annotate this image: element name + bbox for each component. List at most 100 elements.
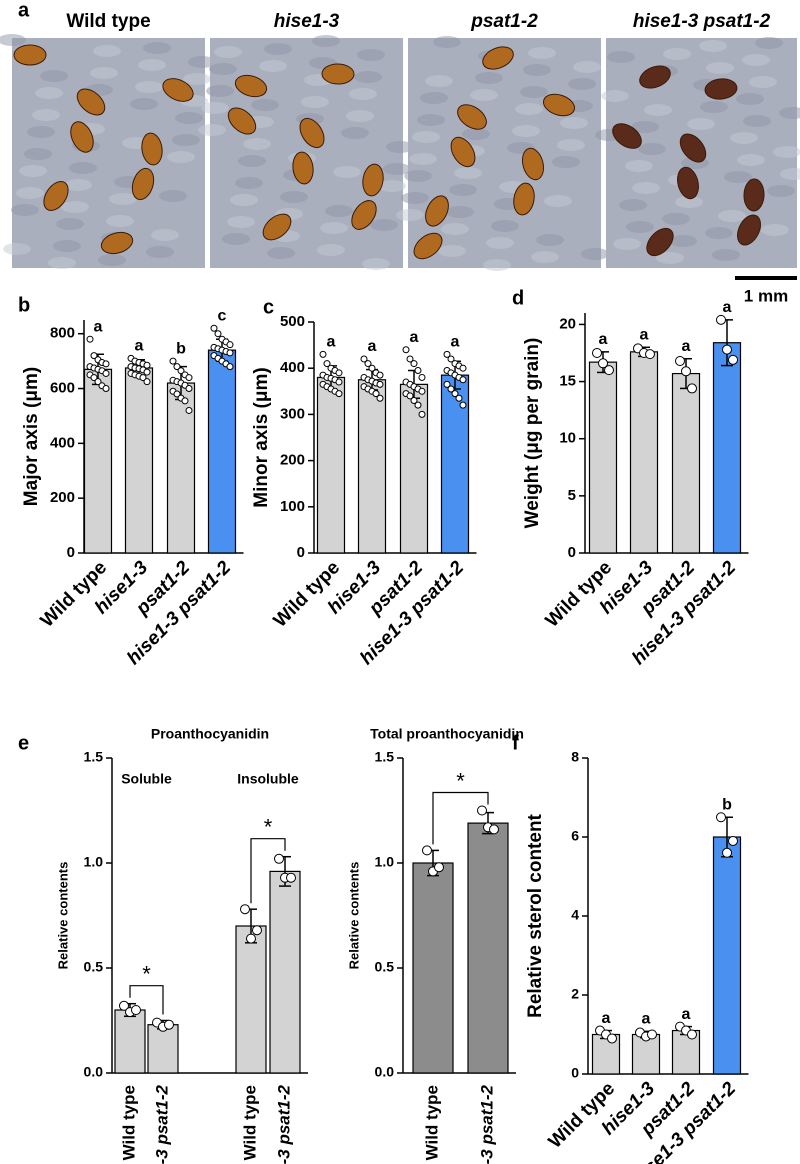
data-point xyxy=(418,373,426,381)
photo-texture xyxy=(613,238,641,250)
data-point xyxy=(645,349,655,360)
panel-label: b xyxy=(18,294,30,316)
photo-texture xyxy=(198,124,226,136)
photo-texture xyxy=(61,201,89,213)
photo-texture xyxy=(333,166,361,178)
y-tick-label: 10 xyxy=(559,430,576,447)
significance-letter: a xyxy=(410,329,419,346)
photo-texture xyxy=(699,40,727,52)
photo-texture xyxy=(320,222,348,234)
photo-texture xyxy=(544,195,572,207)
data-point xyxy=(451,390,459,398)
data-point xyxy=(402,346,410,354)
data-point xyxy=(210,324,218,332)
significance-star: * xyxy=(264,815,273,840)
photo-texture xyxy=(491,220,519,232)
data-point xyxy=(687,1029,697,1040)
photo-texture xyxy=(736,93,764,105)
y-tick-label: 0.5 xyxy=(375,959,395,975)
photo-texture xyxy=(109,193,137,205)
bar xyxy=(83,368,113,554)
photo-texture xyxy=(19,165,47,177)
x-tick-label: Wild type xyxy=(119,1085,138,1160)
data-point xyxy=(185,374,193,382)
chart-title: Proanthocyanidin xyxy=(151,726,269,742)
significance-letter: a xyxy=(451,334,460,351)
bar xyxy=(124,367,154,554)
y-tick-label: 1.0 xyxy=(84,854,104,870)
data-point xyxy=(443,380,451,388)
photo-texture xyxy=(401,192,429,204)
significance-bracket xyxy=(432,791,489,845)
y-tick-label: 2 xyxy=(571,986,579,1002)
photo-texture xyxy=(675,196,703,208)
data-point xyxy=(335,369,343,377)
photo-texture xyxy=(705,227,733,239)
photo-texture xyxy=(552,156,580,168)
bar xyxy=(357,379,387,554)
data-point xyxy=(335,390,343,398)
photo-texture xyxy=(238,155,266,167)
x-tick-label: hise1-3 psat1-2 xyxy=(477,1084,496,1164)
photo-texture xyxy=(230,194,258,206)
data-point xyxy=(185,385,193,393)
photo-texture xyxy=(441,223,469,235)
photo-texture xyxy=(64,179,92,191)
grain xyxy=(704,78,738,100)
photo-texture xyxy=(188,56,216,68)
y-tick-label: 5 xyxy=(568,487,576,504)
photo-texture xyxy=(446,206,474,218)
photo-texture xyxy=(536,234,564,246)
photo-texture xyxy=(317,244,345,256)
photo-texture xyxy=(24,148,52,160)
photo-texture xyxy=(737,154,765,166)
data-point xyxy=(716,314,726,325)
bar xyxy=(207,349,237,554)
photo-texture xyxy=(143,42,171,54)
y-tick-label: 200 xyxy=(50,489,75,506)
photo-texture xyxy=(712,249,740,261)
photo-texture xyxy=(462,128,490,140)
data-point xyxy=(447,355,455,363)
data-point xyxy=(226,341,234,349)
grain xyxy=(321,63,355,85)
significance-letter: a xyxy=(642,1011,651,1028)
photo-texture xyxy=(438,245,466,257)
grain xyxy=(450,136,476,168)
data-point xyxy=(90,352,98,360)
y-tick-label: 4 xyxy=(571,907,579,923)
photo-texture xyxy=(449,184,477,196)
photo-texture xyxy=(227,216,255,228)
y-tick-label: 0.0 xyxy=(84,1064,104,1080)
grain xyxy=(299,117,325,149)
photo-texture xyxy=(404,170,432,182)
photo-texture xyxy=(325,205,353,217)
photo-texture xyxy=(11,204,39,216)
photo-texture xyxy=(632,182,660,194)
y-tick-label: 1.0 xyxy=(375,854,395,870)
grain xyxy=(482,46,514,70)
data-point xyxy=(143,368,151,376)
data-point xyxy=(177,367,185,375)
photo-texture xyxy=(312,35,340,47)
data-point xyxy=(447,385,455,393)
photo-texture xyxy=(581,248,609,260)
photo-label: Wild type xyxy=(66,11,150,32)
grain xyxy=(76,88,106,116)
photo-texture xyxy=(687,118,715,130)
data-point xyxy=(459,376,467,384)
data-point xyxy=(604,365,614,376)
y-tick-label: 15 xyxy=(559,373,576,390)
photo-texture xyxy=(69,162,97,174)
x-tick-label: hise1-3 psat1-2 xyxy=(274,1084,293,1164)
data-point xyxy=(86,335,94,343)
data-point xyxy=(459,364,467,372)
data-point xyxy=(459,401,467,409)
photo-texture xyxy=(743,115,771,127)
significance-star: * xyxy=(142,962,151,987)
chart-title: Total proanthocyanidin xyxy=(370,726,524,742)
photo-texture xyxy=(93,45,121,57)
photo-texture xyxy=(27,126,55,138)
data-point xyxy=(406,355,414,363)
